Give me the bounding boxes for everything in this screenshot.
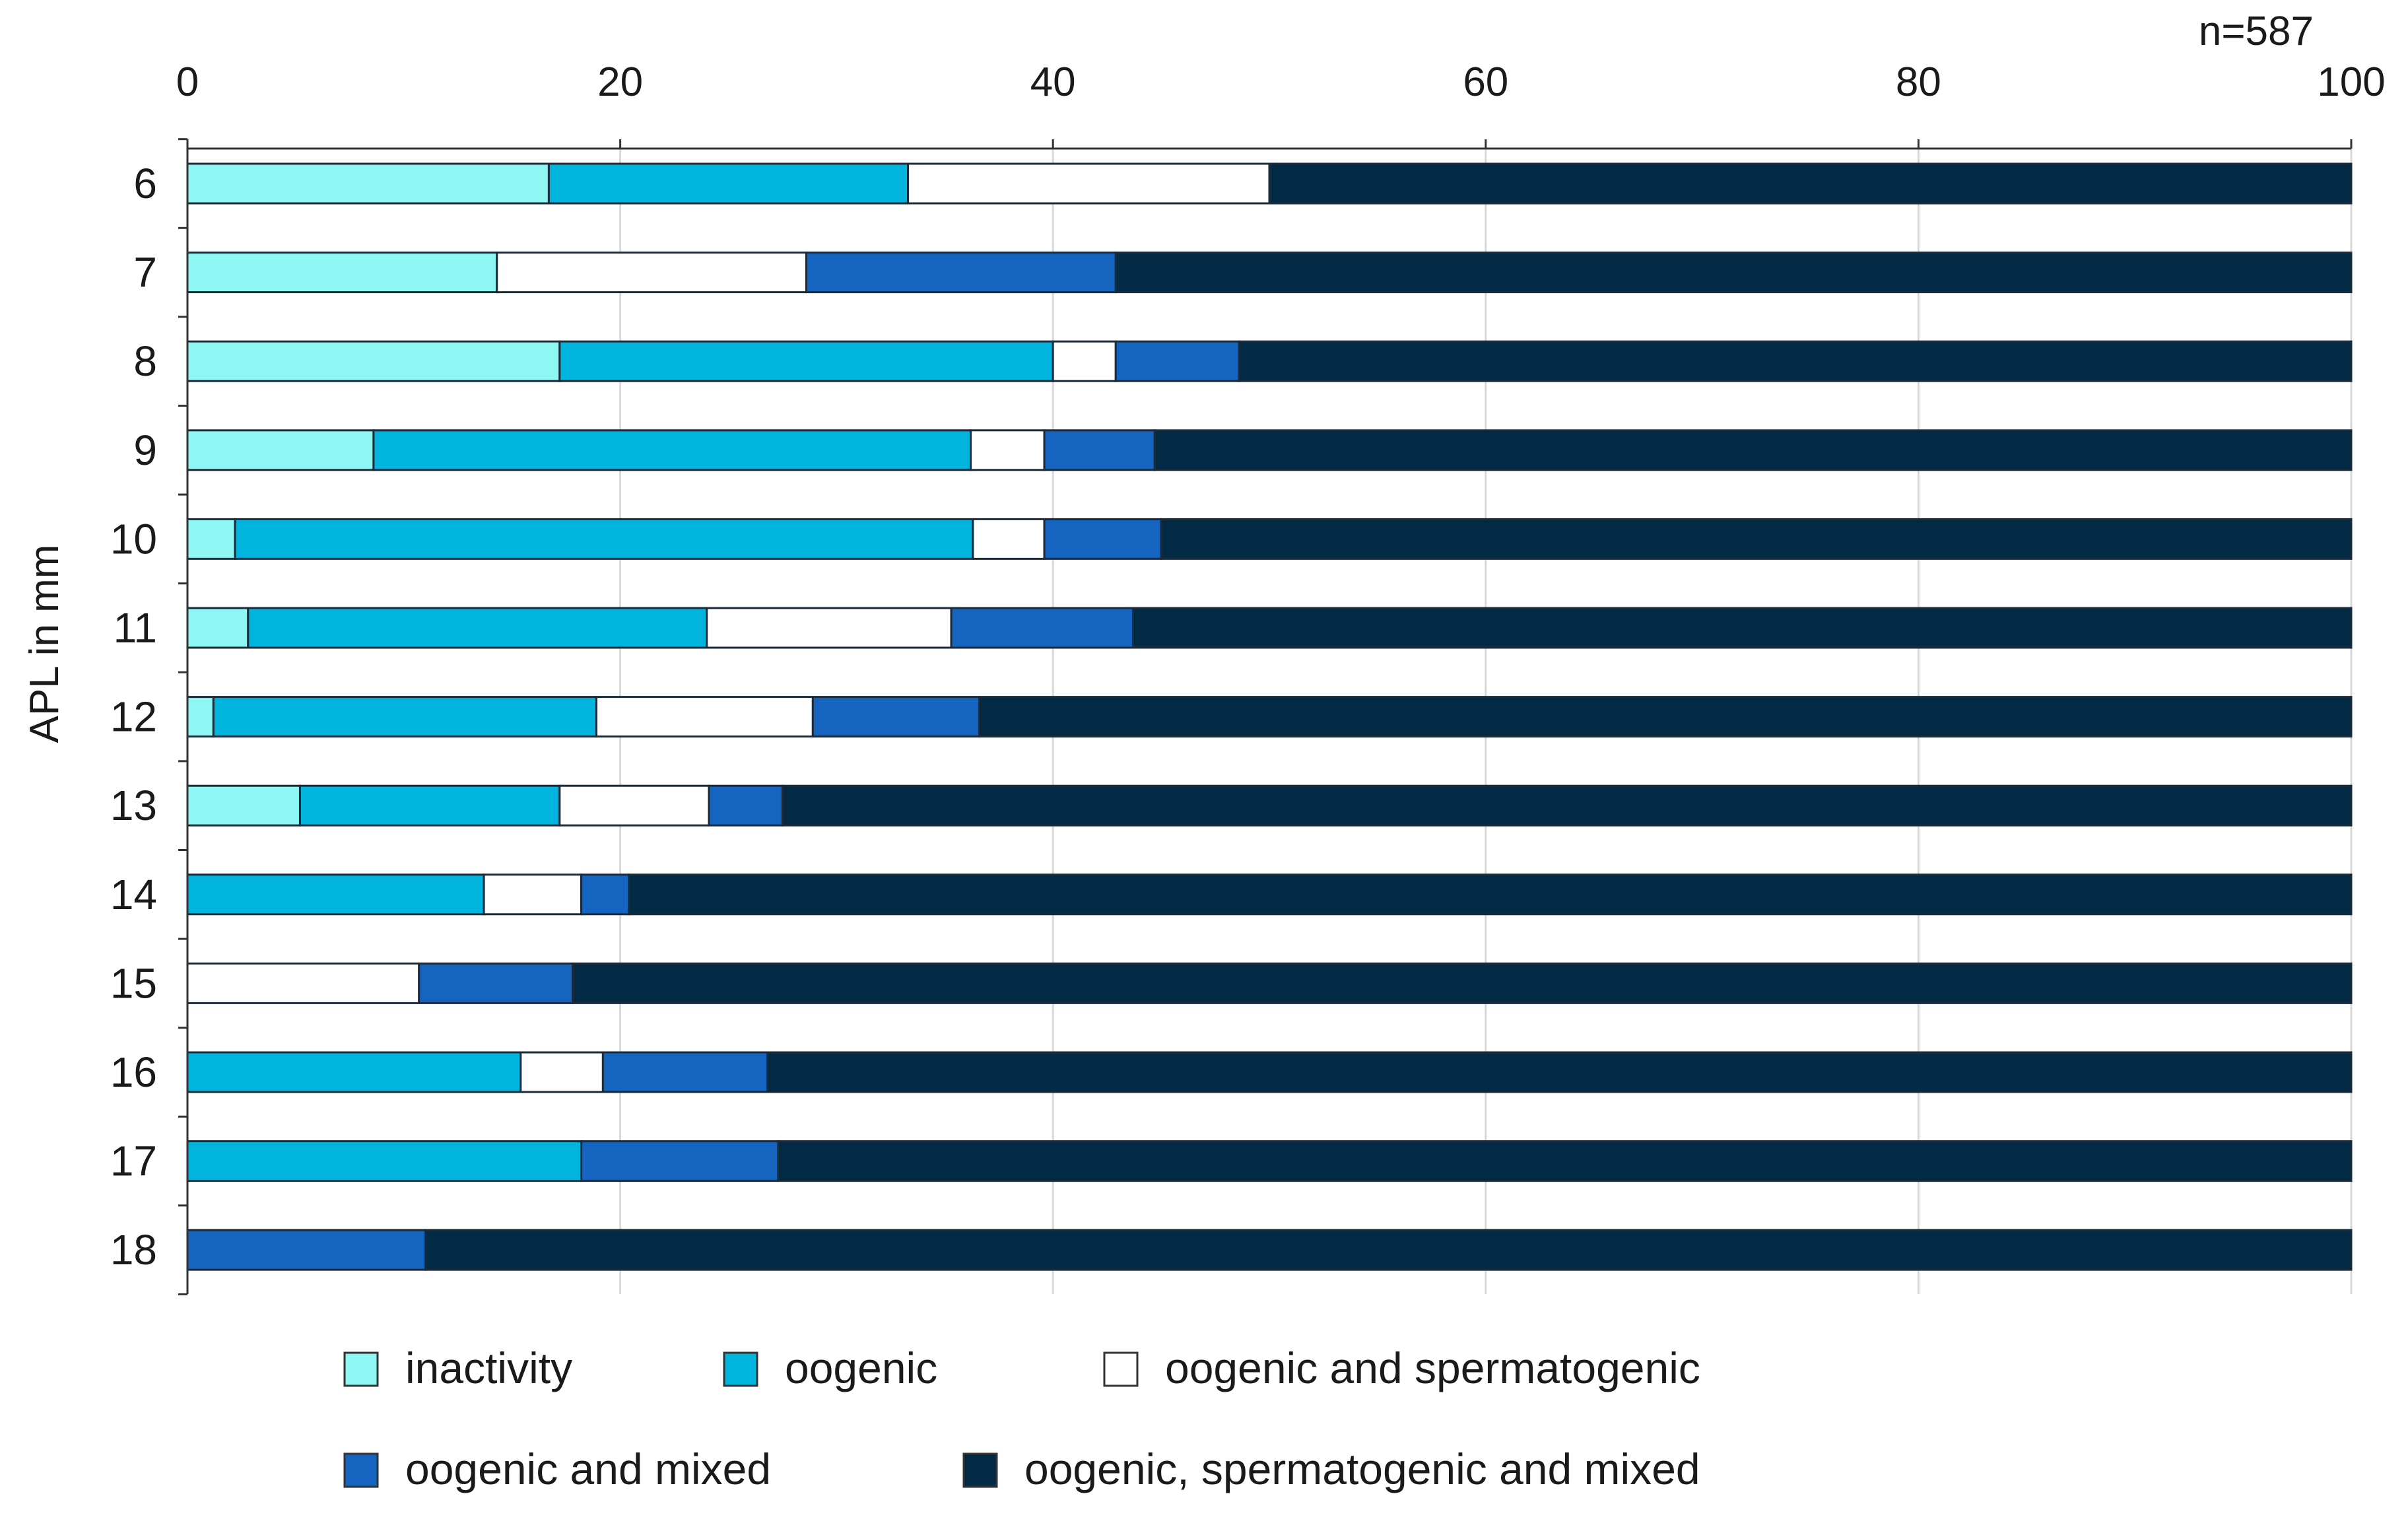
bar-segment (212, 696, 598, 738)
bar-segment (496, 252, 808, 294)
bar-segment (1268, 162, 2353, 205)
bar-segment (1153, 429, 2353, 471)
bar-segment (424, 1229, 2353, 1271)
bar-segment (186, 340, 561, 382)
bar-segment (766, 1051, 2353, 1093)
legend: inactivity oogenic oogenic and spermatogen… (343, 1344, 1700, 1493)
legend-label: inactivity (405, 1344, 572, 1392)
bar-segment (186, 1140, 583, 1182)
bar-segment (186, 607, 250, 649)
bar-segment (781, 784, 2353, 827)
bar-segment (595, 696, 814, 738)
bar-segment (1043, 429, 1156, 471)
bar-segment (558, 784, 710, 827)
bar-segment (186, 252, 498, 294)
y-tick-label: 8 (133, 337, 157, 385)
y-tick-label: 16 (110, 1048, 157, 1096)
bar-segment (970, 429, 1046, 471)
bars (186, 162, 2353, 1271)
legend-swatch (1103, 1351, 1139, 1387)
bar-segment (234, 518, 974, 560)
y-tick-label: 15 (110, 959, 157, 1007)
axes: 0 20 40 60 80 100 6 7 8 9 10 11 12 13 14 15 16 17 18 (110, 59, 2386, 1295)
x-tick-label: 80 (1896, 59, 1941, 105)
bar-segment (601, 1051, 769, 1093)
y-axis-label: APL in mm (22, 545, 67, 743)
y-tick-label: 6 (133, 160, 157, 207)
legend-swatch (343, 1452, 379, 1488)
legend-label: oogenic, spermatogenic and mixed (1024, 1445, 1700, 1493)
legend-label: oogenic and mixed (405, 1445, 771, 1493)
bar-segment (811, 696, 981, 738)
y-tick-label: 7 (133, 249, 157, 296)
y-tick-label: 11 (114, 604, 157, 652)
x-tick-label: 60 (1463, 59, 1508, 105)
bar-segment (186, 1229, 427, 1271)
bar-segment (418, 962, 574, 1004)
bar-segment (1052, 340, 1117, 382)
legend-label: oogenic (785, 1344, 937, 1392)
bar-segment (186, 429, 375, 471)
bar-segment (978, 696, 2353, 738)
bar-segment (547, 162, 910, 205)
bar-segment (706, 607, 953, 649)
bar-segment (580, 873, 630, 916)
bar-segment (777, 1140, 2353, 1182)
y-tick-label: 12 (110, 693, 157, 741)
y-tick-label: 17 (110, 1138, 157, 1185)
y-tick-label: 14 (110, 871, 157, 918)
bar-segment (519, 1051, 604, 1093)
bar-segment (950, 607, 1134, 649)
bar-segment (1160, 518, 2353, 560)
legend-swatch (962, 1452, 998, 1488)
x-tick-label: 0 (176, 59, 199, 105)
bar-segment (1238, 340, 2353, 382)
bar-segment (580, 1140, 780, 1182)
bar-segment (186, 1051, 522, 1093)
bar-segment (907, 162, 1271, 205)
y-tick-label: 9 (133, 426, 157, 474)
bar-segment (186, 162, 550, 205)
bar-segment (628, 873, 2353, 916)
x-tick-label: 20 (597, 59, 643, 105)
legend-label: oogenic and spermatogenic (1165, 1344, 1700, 1392)
bar-segment (186, 873, 485, 916)
bar-segment (708, 784, 784, 827)
bar-segment (558, 340, 1054, 382)
bar-segment (247, 607, 708, 649)
bar-segment (186, 696, 215, 738)
legend-swatch (723, 1351, 758, 1387)
bar-segment (1131, 607, 2353, 649)
bar-segment (972, 518, 1046, 560)
legend-swatch (343, 1351, 379, 1387)
bar-segment (298, 784, 561, 827)
bar-segment (186, 518, 236, 560)
bar-segment (483, 873, 583, 916)
sample-size-annotation: n=587 (2199, 9, 2314, 54)
bar-segment (186, 784, 301, 827)
bar-segment (1043, 518, 1162, 560)
y-tick-label: 18 (110, 1226, 157, 1274)
bar-segment (571, 962, 2353, 1004)
y-tick-label: 13 (110, 782, 157, 829)
bar-segment (805, 252, 1117, 294)
bar-segment (1114, 340, 1240, 382)
bar-segment (186, 962, 420, 1004)
bar-segment (1114, 252, 2353, 294)
y-tick-label: 10 (110, 515, 157, 562)
bar-segment (372, 429, 972, 471)
x-tick-label: 40 (1030, 59, 1076, 105)
x-tick-label: 100 (2317, 59, 2385, 105)
